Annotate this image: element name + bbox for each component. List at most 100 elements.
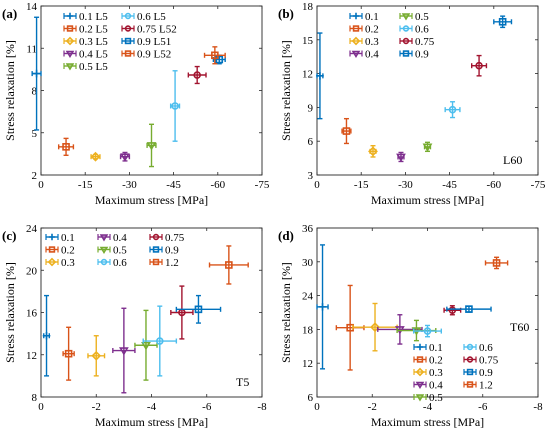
legend-marker (66, 12, 74, 20)
legend-marker (152, 258, 160, 266)
legend-marker (65, 50, 75, 58)
legend-label: 0.2 (365, 24, 379, 36)
y-tick-label: 12 (302, 69, 313, 81)
panel-label: (a) (2, 6, 17, 21)
legend-entry: 0.75 (399, 36, 435, 48)
x-tick-label: 0 (38, 179, 44, 191)
legend-label: 0.1 (365, 11, 379, 23)
legend-label: 1.2 (479, 380, 493, 392)
legend-entry: 0.3 (413, 367, 443, 379)
point-marker (193, 71, 201, 79)
point-marker (146, 142, 157, 151)
legend-marker (66, 25, 74, 32)
y-tick-label: 12 (26, 350, 37, 362)
legend-marker (65, 36, 75, 46)
legend-label: 0.2 (61, 245, 75, 257)
legend-marker (48, 246, 56, 253)
legend-b: 0.10.20.30.4 0.50.60.750.9 (349, 11, 435, 61)
data-point (87, 335, 106, 377)
point-marker (368, 146, 378, 157)
legend-label: 0.6 (479, 342, 493, 354)
legend-entry: 0.9 (399, 49, 429, 61)
legend-marker (402, 50, 410, 57)
point-marker (225, 261, 233, 269)
legend-marker (352, 25, 360, 32)
legend-entry: 0.3 (349, 36, 379, 48)
data-point (341, 117, 352, 145)
y-tick-label: 24 (26, 223, 38, 235)
y-tick-label: 16 (26, 308, 38, 320)
legend-label: 0.9 L51 (137, 36, 171, 48)
point-marker (422, 143, 433, 152)
legend-marker (65, 63, 75, 71)
data-point (169, 70, 181, 142)
y-tick-label: 12 (302, 358, 313, 370)
y-tick-label: 5 (32, 128, 38, 140)
legend-entry: 0.6 (463, 342, 493, 354)
legend-entry: 0.1 (349, 11, 379, 23)
y-tick-label: 36 (302, 223, 314, 235)
data-point (203, 46, 226, 65)
legend-label: 0.5 (429, 392, 443, 404)
x-tick-label: -6 (478, 401, 488, 413)
x-axis-label: Maximum stress [MPa] (371, 415, 484, 429)
legend-label: 0.9 (165, 245, 179, 257)
legend-label: 0.5 (415, 11, 429, 23)
x-axis-label: Maximum stress [MPa] (95, 193, 208, 207)
legend-label: 0.3 L5 (79, 36, 108, 48)
data-point (119, 151, 131, 162)
data-point (187, 65, 207, 85)
legend-marker (401, 13, 411, 21)
legend-entry: 0.5 (399, 11, 429, 23)
legend-c: 0.10.20.3 0.40.50.6 0.750.91.2 (45, 232, 185, 269)
legend-entry: 0.1 (45, 232, 75, 244)
x-tick-label: -30 (122, 179, 137, 191)
panel-label: (d) (278, 228, 294, 243)
x-tick-label: -8 (257, 401, 267, 413)
legend-label: 0.9 (479, 367, 493, 379)
legend-label: 0.4 (429, 380, 443, 392)
data-point (444, 101, 461, 119)
x-tick-label: -6 (202, 401, 212, 413)
legend-label: 0.6 (113, 257, 127, 269)
x-tick-label: -8 (533, 401, 543, 413)
legend-entry: 0.2 L5 (63, 24, 108, 36)
legend-label: 0.1 (429, 342, 443, 354)
x-tick-label: -4 (423, 401, 433, 413)
point-marker (498, 17, 507, 26)
legend-label: 0.2 (429, 355, 443, 367)
legend-entry: 0.5 (413, 392, 443, 404)
y-tick-label: 8 (32, 392, 38, 404)
legend-d: 0.10.20.30.40.5 0.60.750.91.2 (413, 342, 499, 404)
panel-d: 0 -2 -4 -6 -8 6 12 18 24 30 36 Maximum stress [MPa]… (278, 223, 543, 429)
data-point (90, 151, 101, 162)
y-tick-label: 15 (302, 35, 314, 47)
legend-label: 0.3 (365, 36, 379, 48)
data-point (412, 324, 443, 338)
x-tick-label: -45 (442, 179, 457, 191)
y-tick-label: 24 (302, 291, 314, 303)
data-point (112, 307, 136, 394)
point-marker (141, 341, 151, 351)
legend-label: 0.4 (113, 232, 127, 244)
legend-label: 0.9 L52 (137, 49, 171, 61)
y-tick-label: 2 (32, 170, 38, 182)
legend-label: 0.5 (113, 245, 127, 257)
data-point (208, 245, 249, 285)
y-axis-label: Stress relaxation [%] (3, 262, 17, 363)
legend-marker (124, 25, 132, 32)
legend-entry: 0.75 (149, 232, 185, 244)
legend-label: 0.3 (429, 367, 443, 379)
point-marker (318, 303, 327, 311)
plot-area-d (316, 227, 539, 398)
point-marker (62, 143, 70, 151)
panel-c: 0 -2 -4 -6 -8 8 12 16 20 24 Maximum stress [MPa] St… (2, 223, 267, 429)
legend-entry: 0.2 (349, 24, 379, 36)
legend-entry: 1.2 (149, 257, 179, 269)
panel-label: (b) (278, 6, 294, 21)
y-tick-label: 6 (308, 392, 314, 404)
legend-entry: 1.2 (463, 380, 493, 392)
x-tick-label: -2 (368, 401, 377, 413)
